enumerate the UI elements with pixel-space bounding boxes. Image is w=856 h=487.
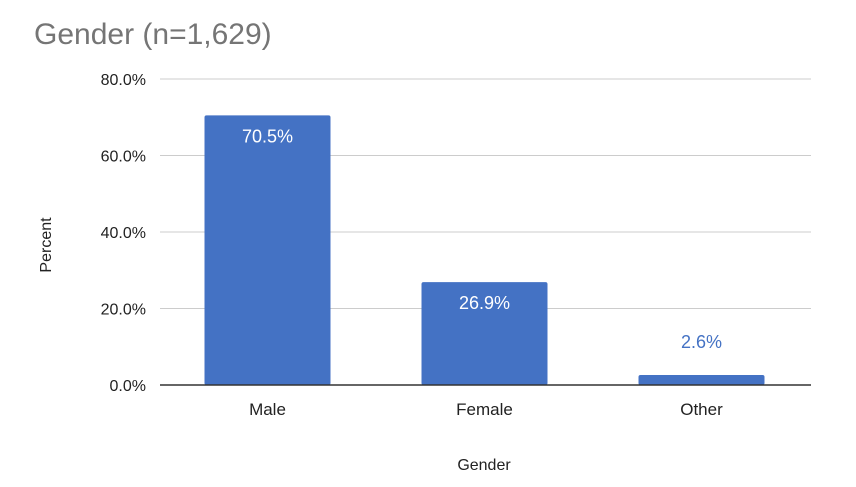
bar-female [421, 282, 548, 385]
bar-other [638, 375, 765, 385]
x-tick-label: Female [456, 400, 513, 419]
data-label: 70.5% [242, 126, 293, 146]
data-labels: 70.5% 26.9% 2.6% [242, 126, 722, 352]
y-tick-label: 20.0% [101, 302, 146, 319]
y-axis-title: Percent [38, 217, 55, 273]
y-tick-label: 80.0% [101, 72, 146, 89]
data-label: 26.9% [459, 293, 510, 313]
x-tick-label: Other [680, 400, 723, 419]
y-tick-label: 0.0% [110, 378, 146, 395]
y-tick-label: 40.0% [101, 225, 146, 242]
data-label: 2.6% [681, 332, 722, 352]
y-tick-label: 60.0% [101, 149, 146, 166]
x-axis-ticks: Male Female Other [249, 400, 723, 419]
y-axis-ticks: 0.0% 20.0% 40.0% 60.0% 80.0% [101, 72, 146, 395]
bars [204, 115, 765, 386]
bar-male [204, 115, 331, 386]
chart-title: Gender (n=1,629) [34, 18, 272, 51]
x-axis-title: Gender [457, 457, 511, 474]
x-tick-label: Male [249, 400, 286, 419]
